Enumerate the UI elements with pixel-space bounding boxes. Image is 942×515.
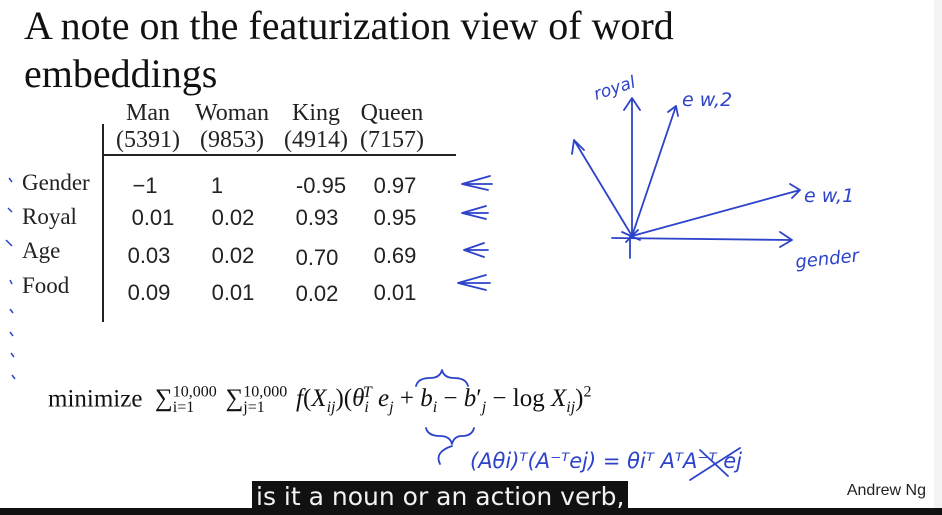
- table-cell: 1: [210, 173, 224, 198]
- column-header-queen: Queen (7157): [352, 100, 432, 154]
- row-arrows: [457, 175, 493, 291]
- table-cell: 0.01: [131, 205, 175, 230]
- row-header-age: Age: [22, 238, 61, 263]
- table-horizontal-rule: [104, 154, 456, 156]
- column-word: Queen: [360, 100, 424, 126]
- column-word: King: [292, 100, 340, 126]
- table-cell: 0.03: [127, 243, 171, 268]
- table-cell: 0.69: [373, 243, 417, 268]
- table-cell: 0.02: [211, 205, 255, 230]
- row-header-gender: Gender: [22, 170, 90, 195]
- handwritten-gender: gender: [794, 245, 861, 273]
- table-vertical-rule: [102, 124, 104, 322]
- column-header-man: Man (5391): [108, 100, 188, 154]
- glove-objective-formula: minimize ∑10,000i=1 ∑10,000j=1 f(Xij)(θi…: [48, 384, 591, 417]
- handwritten-derivation: (Aθi)ᵀ(A⁻ᵀej) = θiᵀ AᵀA⁻ᵀ ej: [470, 449, 742, 473]
- formula-minimize: minimize: [48, 385, 143, 413]
- formula-expression: ∑10,000i=1 ∑10,000j=1 f(Xij)(θiT ej + bi…: [148, 384, 592, 417]
- slide-right-edge: [934, 0, 942, 515]
- column-index: (5391): [116, 127, 180, 153]
- table-cell: 0.97: [373, 173, 417, 198]
- table-cell: 0.01: [373, 280, 417, 305]
- author-credit: Andrew Ng: [846, 482, 926, 499]
- video-bottom-bar: [0, 508, 942, 515]
- table-cell: −1: [132, 173, 158, 198]
- table-cell: -0.95: [295, 173, 347, 198]
- table-cell: 0.01: [211, 280, 255, 305]
- handwritten-e-w1: e w,1: [804, 185, 854, 207]
- column-header-woman: Woman (9853): [192, 100, 272, 154]
- table-cell: 0.70: [295, 245, 339, 270]
- row-header-royal: Royal: [22, 204, 77, 229]
- slide-title: A note on the featurization view of word…: [24, 3, 674, 96]
- row-header-food: Food: [22, 273, 70, 298]
- column-index: (4914): [284, 127, 348, 153]
- column-word: Woman: [194, 100, 270, 126]
- column-index: (7157): [360, 127, 424, 153]
- embedding-vector-diagram: [571, 97, 801, 259]
- video-subtitle: is it a noun or an action verb,: [252, 481, 629, 513]
- column-header-king: King (4914): [276, 100, 356, 154]
- table-cell: 0.02: [211, 243, 255, 268]
- table-cell: 0.95: [373, 205, 417, 230]
- table-cell: 0.09: [127, 280, 171, 305]
- margin-ticks: [5, 177, 16, 380]
- column-index: (9853): [200, 127, 264, 153]
- table-cell: 0.02: [295, 281, 339, 306]
- column-word: Man: [126, 100, 170, 126]
- table-cell: 0.93: [295, 205, 339, 230]
